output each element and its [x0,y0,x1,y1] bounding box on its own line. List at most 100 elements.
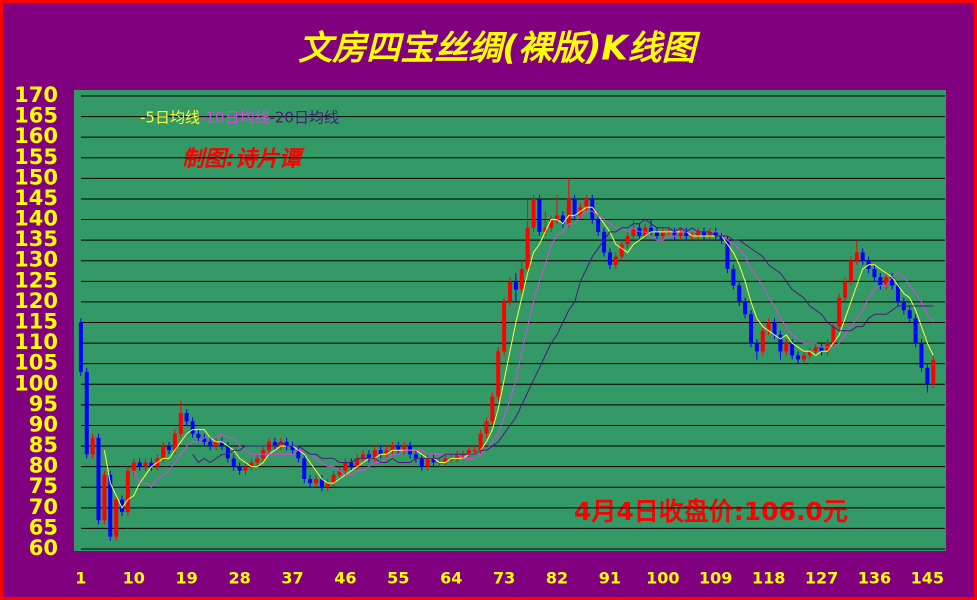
candle-body [337,470,342,475]
candle-body [125,470,130,512]
candle-body [690,236,695,238]
candle-body [425,458,430,467]
candle-body [925,367,930,385]
x-tick-label: 100 [646,569,679,588]
candle-body [402,446,407,451]
candle-body [243,466,248,471]
candle-body [284,441,289,447]
candle-body [596,219,601,232]
close-price-note: 4月4日收盘价:106.0元 [574,497,848,526]
candle-body [172,433,177,451]
candle-body [572,198,577,216]
candle-body [208,441,213,447]
candle-body [78,322,83,372]
candle-body [660,231,665,237]
candle-body [602,231,607,253]
candle-body [519,268,524,290]
candle-body [619,244,624,257]
candle-body [854,252,859,261]
candle-body [790,343,795,356]
x-tick-label: 1 [75,569,86,588]
y-tick-label: 70 [29,495,58,519]
candle-body [120,499,125,512]
candle-body [654,231,659,237]
candle-body [807,351,812,356]
candle-body [801,355,806,360]
candle-body [766,322,771,331]
x-tick-label: 91 [599,569,621,588]
candle-body [225,446,230,459]
x-tick-label: 28 [228,569,250,588]
candle-body [378,450,383,455]
y-tick-label: 145 [14,186,58,210]
x-tick-label: 109 [699,569,732,588]
candle-body [537,198,542,232]
candle-body [819,347,824,352]
candle-body [255,458,260,463]
candle-body [390,446,395,451]
candle-body [731,268,736,286]
y-tick-label: 60 [29,536,58,560]
candle-body [190,421,195,434]
candle-body [531,198,536,228]
candle-body [760,330,765,352]
candle-body [848,260,853,282]
candle-body [413,454,418,459]
candle-body [707,231,712,237]
candle-body [607,252,612,265]
candle-body [196,433,201,438]
candle-body [466,450,471,455]
y-tick-label: 100 [14,371,58,395]
candle-body [778,334,783,352]
candle-body [895,285,900,302]
candle-body [102,474,107,521]
y-tick-label: 150 [14,165,58,189]
candle-body [831,326,836,344]
candle-body [772,322,777,335]
candle-body [784,343,789,352]
candle-body [96,437,101,521]
candle-body [355,458,360,467]
candle-body [584,198,589,208]
y-tick-label: 75 [29,474,58,498]
candle-body [455,454,460,459]
candle-body [631,227,636,237]
candle-body [319,478,324,488]
candle-body [590,198,595,220]
legend-entry: -20日均线 [269,109,339,127]
candle-body [878,277,883,286]
candle-body [837,297,842,327]
candle-body [114,499,119,537]
candle-body [502,301,507,352]
y-tick-label: 155 [14,145,58,169]
candle-body [178,413,183,434]
moving-average-line [103,206,934,509]
y-tick-label: 130 [14,248,58,272]
candle-body [678,231,683,237]
candle-body [349,462,354,467]
candle-body [913,318,918,344]
annotation: 制图:诗片谭 [182,147,306,172]
candle-body [566,198,571,224]
candle-body [108,474,113,537]
candle-body [366,454,371,459]
legend-entry: -10日均线 [200,109,270,127]
y-tick-label: 85 [29,433,58,457]
candle-body [443,458,448,463]
candle-body [137,462,142,467]
candle-body [884,277,889,286]
candle-body [237,466,242,471]
candle-body [296,450,301,459]
y-tick-label: 115 [14,310,58,334]
y-tick-label: 110 [14,330,58,354]
candle-body [325,483,330,488]
candle-body [725,240,730,269]
y-tick-label: 90 [29,412,58,436]
candle-body [161,446,166,459]
candle-body [813,347,818,352]
candle-body [84,371,89,455]
y-tick-label: 105 [14,351,58,375]
candle-body [131,462,136,471]
candle-body [231,458,236,467]
